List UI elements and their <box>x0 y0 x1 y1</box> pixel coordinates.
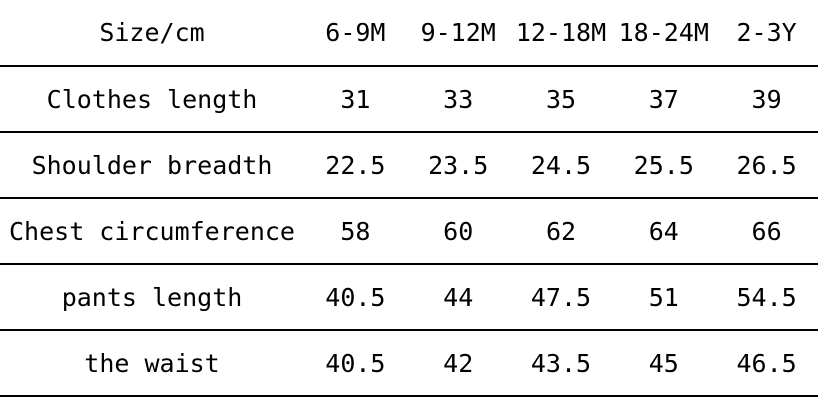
cell-clothes-length-9-12m: 33 <box>406 66 510 133</box>
cell-pants-length-2-3y: 54.5 <box>715 264 818 331</box>
cell-the-waist-6-9m: 40.5 <box>304 330 407 397</box>
row-label-shoulder-breadth: Shoulder breadth <box>0 132 304 199</box>
cell-clothes-length-2-3y: 39 <box>715 66 818 133</box>
cell-clothes-length-6-9m: 31 <box>304 66 407 133</box>
cell-pants-length-6-9m: 40.5 <box>304 264 407 331</box>
cell-pants-length-18-24m: 51 <box>612 264 716 331</box>
size-chart-table: Size/cm 6-9M 9-12M 12-18M 18-24M 2-3Y Cl… <box>0 0 818 397</box>
cell-chest-circumference-6-9m: 58 <box>304 198 407 265</box>
table-row-clothes-length: Clothes length 31 33 35 37 39 <box>0 66 818 133</box>
header-cell-12-18m: 12-18M <box>509 0 613 67</box>
header-cell-2-3y: 2-3Y <box>715 0 818 67</box>
header-cell-9-12m: 9-12M <box>406 0 510 67</box>
cell-pants-length-12-18m: 47.5 <box>509 264 613 331</box>
row-label-clothes-length: Clothes length <box>0 66 304 133</box>
cell-chest-circumference-9-12m: 60 <box>406 198 510 265</box>
cell-pants-length-9-12m: 44 <box>406 264 510 331</box>
cell-shoulder-breadth-2-3y: 26.5 <box>715 132 818 199</box>
table-header-row: Size/cm 6-9M 9-12M 12-18M 18-24M 2-3Y <box>0 0 818 67</box>
cell-clothes-length-12-18m: 35 <box>509 66 613 133</box>
table-row-chest-circumference: Chest circumference 58 60 62 64 66 <box>0 198 818 265</box>
header-cell-size-unit: Size/cm <box>0 0 304 67</box>
cell-shoulder-breadth-12-18m: 24.5 <box>509 132 613 199</box>
cell-shoulder-breadth-6-9m: 22.5 <box>304 132 407 199</box>
table-row-the-waist: the waist 40.5 42 43.5 45 46.5 <box>0 330 818 397</box>
cell-shoulder-breadth-9-12m: 23.5 <box>406 132 510 199</box>
header-cell-18-24m: 18-24M <box>612 0 716 67</box>
row-label-the-waist: the waist <box>0 330 304 397</box>
cell-the-waist-9-12m: 42 <box>406 330 510 397</box>
row-label-chest-circumference: Chest circumference <box>0 198 304 265</box>
cell-chest-circumference-12-18m: 62 <box>509 198 613 265</box>
header-cell-6-9m: 6-9M <box>304 0 407 67</box>
cell-chest-circumference-2-3y: 66 <box>715 198 818 265</box>
row-label-pants-length: pants length <box>0 264 304 331</box>
cell-the-waist-18-24m: 45 <box>612 330 716 397</box>
table-row-pants-length: pants length 40.5 44 47.5 51 54.5 <box>0 264 818 331</box>
cell-the-waist-2-3y: 46.5 <box>715 330 818 397</box>
table-row-shoulder-breadth: Shoulder breadth 22.5 23.5 24.5 25.5 26.… <box>0 132 818 199</box>
cell-the-waist-12-18m: 43.5 <box>509 330 613 397</box>
cell-clothes-length-18-24m: 37 <box>612 66 716 133</box>
cell-chest-circumference-18-24m: 64 <box>612 198 716 265</box>
cell-shoulder-breadth-18-24m: 25.5 <box>612 132 716 199</box>
